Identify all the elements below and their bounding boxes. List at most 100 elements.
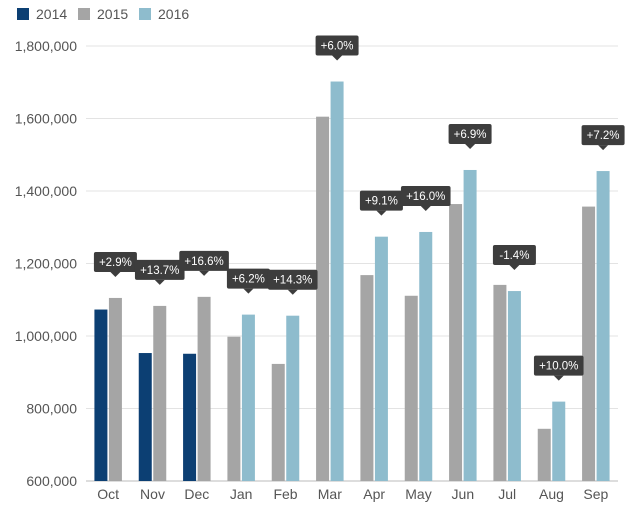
- bar-2015-Aug: [537, 428, 551, 481]
- x-tick-label-May: May: [405, 486, 431, 502]
- annotations: +2.9% +13.7% +16.6% +6.2% +14.3% +6.0% +9.1% +1…: [93, 35, 625, 381]
- annotation-box: [93, 251, 137, 272]
- bar-2015-Feb: [271, 363, 285, 481]
- change-annotation-Aug: +10.0%: [533, 355, 584, 381]
- bar-2015-Oct: [108, 297, 122, 481]
- bars: [94, 81, 610, 482]
- annotation-pointer: [598, 145, 609, 151]
- change-annotation-Jun: +6.9%: [448, 123, 492, 149]
- annotation-label: +14.3%: [273, 275, 312, 287]
- annotation-box: [533, 355, 584, 376]
- annotation-label: +10.0%: [539, 361, 578, 373]
- change-annotation-Dec: +16.6%: [179, 250, 229, 276]
- annotation-label: +2.9%: [99, 257, 132, 269]
- change-annotation-May: +16.0%: [400, 185, 451, 211]
- x-tick-label-Jun: Jun: [452, 486, 475, 502]
- change-annotation-Jul: -1.4%: [492, 245, 536, 271]
- x-tick-label-Aug: Aug: [539, 486, 564, 502]
- annotation-box: [226, 268, 270, 289]
- y-tick-label: 1,800,000: [15, 38, 77, 54]
- x-tick-label-Feb: Feb: [273, 486, 297, 502]
- change-annotation-Oct: +2.9%: [93, 251, 137, 277]
- annotation-pointer: [376, 210, 387, 216]
- change-annotation-Nov: +13.7%: [134, 259, 185, 285]
- y-axis: 600,000 800,000 1,000,000 1,200,000 1,400,00…: [15, 38, 78, 489]
- legend-label-2015: 2015: [97, 6, 128, 22]
- x-tick-label-Dec: Dec: [184, 486, 209, 502]
- annotation-pointer: [465, 143, 476, 149]
- annotation-box: [359, 190, 403, 211]
- annotation-pointer: [420, 205, 431, 211]
- legend-swatch-2016: [139, 8, 151, 20]
- annotation-box: [400, 185, 451, 206]
- bar-2015-Apr: [360, 275, 374, 481]
- annotation-box: [448, 123, 492, 144]
- annotation-box: [267, 269, 318, 290]
- x-tick-label-Oct: Oct: [97, 486, 119, 502]
- bar-2015-Mar: [316, 116, 330, 481]
- x-tick-label-Jul: Jul: [498, 486, 516, 502]
- bar-2014-Dec: [183, 353, 197, 481]
- bar-2014-Nov: [138, 353, 152, 481]
- bar-2016-Aug: [552, 401, 566, 481]
- y-tick-label: 1,000,000: [15, 328, 77, 344]
- legend-swatch-2015: [78, 8, 90, 20]
- annotation-box: [179, 250, 229, 271]
- bar-2015-Jan: [227, 336, 241, 481]
- change-annotation-Jan: +6.2%: [226, 268, 270, 294]
- bar-2016-May: [419, 231, 433, 481]
- y-tick-label: 600,000: [26, 473, 77, 489]
- annotation-pointer: [287, 289, 298, 295]
- x-tick-label-Nov: Nov: [140, 486, 165, 502]
- chart-legend: 2014 2015 2016: [17, 6, 189, 22]
- annotation-box: [134, 259, 185, 280]
- annotation-label: +6.0%: [321, 41, 354, 53]
- bar-2016-Jul: [507, 291, 521, 481]
- change-annotation-Apr: +9.1%: [359, 190, 403, 216]
- annotation-pointer: [110, 271, 121, 277]
- annotation-pointer: [332, 55, 343, 61]
- bar-2016-Jan: [241, 314, 255, 481]
- annotation-label: +9.1%: [365, 196, 398, 208]
- bar-2015-Nov: [153, 305, 167, 481]
- annotation-box: [492, 245, 536, 266]
- bar-2016-Feb: [286, 315, 300, 481]
- change-annotation-Mar: +6.0%: [315, 35, 359, 61]
- annotation-label: +16.6%: [184, 256, 223, 268]
- annotation-pointer: [154, 279, 165, 285]
- y-tick-label: 1,200,000: [15, 256, 77, 272]
- annotation-label: +6.9%: [454, 129, 487, 141]
- annotation-label: +13.7%: [140, 265, 179, 277]
- x-axis: Oct Nov Dec Jan Feb Mar Apr May Jun Jul Aug Sep: [97, 486, 608, 502]
- x-tick-label-Mar: Mar: [318, 486, 342, 502]
- bar-2015-Sep: [582, 206, 596, 481]
- legend-label-2016: 2016: [158, 6, 189, 22]
- bar-2016-Apr: [374, 236, 388, 481]
- annotation-pointer: [553, 375, 564, 381]
- x-tick-label-Jan: Jan: [230, 486, 253, 502]
- annotation-label: +7.2%: [587, 130, 620, 142]
- legend-swatch-2014: [17, 8, 29, 20]
- change-annotation-Sep: +7.2%: [581, 125, 625, 151]
- annotation-box: [581, 125, 625, 146]
- y-tick-label: 1,400,000: [15, 183, 77, 199]
- x-tick-label-Sep: Sep: [583, 486, 608, 502]
- annotation-pointer: [243, 288, 254, 294]
- x-tick-label-Apr: Apr: [363, 486, 385, 502]
- annotation-label: +6.2%: [232, 274, 265, 286]
- change-annotation-Feb: +14.3%: [267, 269, 318, 295]
- annotation-box: [315, 35, 359, 56]
- y-tick-label: 800,000: [26, 401, 77, 417]
- annotation-label: +16.0%: [406, 191, 445, 203]
- y-tick-label: 1,600,000: [15, 111, 77, 127]
- bar-2015-May: [404, 295, 418, 481]
- legend-label-2014: 2014: [36, 6, 67, 22]
- bar-2014-Oct: [94, 309, 108, 481]
- annotation-pointer: [509, 265, 520, 271]
- annotation-label: -1.4%: [499, 250, 529, 262]
- bar-2016-Mar: [330, 81, 344, 482]
- bar-2015-Jul: [493, 284, 507, 481]
- bar-2015-Dec: [197, 296, 211, 481]
- bar-2016-Jun: [463, 169, 477, 481]
